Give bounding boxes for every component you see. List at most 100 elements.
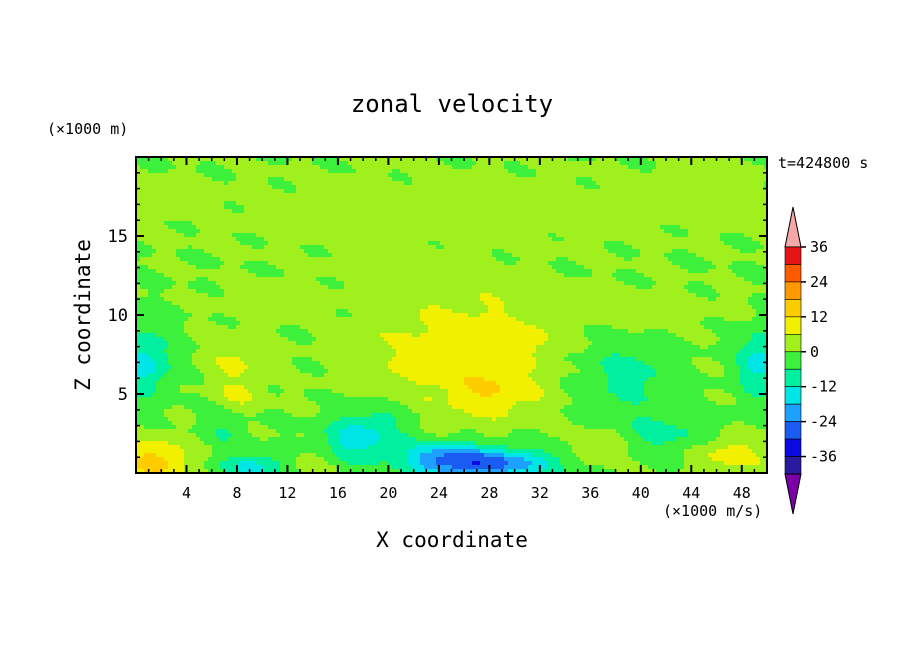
heatmap-cell xyxy=(220,205,225,210)
heatmap-cell xyxy=(740,229,745,234)
heatmap-cell xyxy=(296,241,301,246)
heatmap-cell xyxy=(316,181,321,186)
heatmap-cell xyxy=(276,193,281,198)
heatmap-cell xyxy=(260,241,265,246)
heatmap-cell xyxy=(684,189,689,194)
heatmap-cell xyxy=(416,169,421,174)
heatmap-cell xyxy=(240,205,245,210)
heatmap-cell xyxy=(568,197,573,202)
heatmap-cell xyxy=(216,181,221,186)
heatmap-cell xyxy=(424,193,429,198)
heatmap-cell xyxy=(620,169,625,174)
heatmap-cell xyxy=(680,157,685,162)
heatmap-cell xyxy=(600,189,605,194)
heatmap-cell xyxy=(248,281,253,286)
heatmap-cell xyxy=(308,197,313,202)
heatmap-cell xyxy=(256,273,261,278)
heatmap-cell xyxy=(352,253,357,258)
heatmap-cell xyxy=(652,277,657,282)
heatmap-cell xyxy=(488,277,493,282)
heatmap-cell xyxy=(484,201,489,206)
heatmap-cell xyxy=(372,157,377,162)
heatmap-cell xyxy=(720,185,725,190)
heatmap-cell xyxy=(404,237,409,242)
heatmap-cell xyxy=(312,217,317,222)
heatmap-cell xyxy=(392,161,397,166)
heatmap-cell xyxy=(248,277,253,282)
heatmap-cell xyxy=(284,253,289,258)
heatmap-cell xyxy=(208,201,213,206)
heatmap-cell xyxy=(276,229,281,234)
heatmap-cell xyxy=(160,209,165,214)
heatmap-cell xyxy=(740,269,745,274)
heatmap-cell xyxy=(476,161,481,166)
heatmap-cell xyxy=(384,165,389,170)
heatmap-cell xyxy=(432,249,437,254)
heatmap-cell xyxy=(524,201,529,206)
heatmap-cell xyxy=(752,205,757,210)
heatmap-cell xyxy=(496,209,501,214)
heatmap-cell xyxy=(264,209,269,214)
heatmap-cell xyxy=(424,181,429,186)
heatmap-cell xyxy=(568,205,573,210)
heatmap-cell xyxy=(184,225,189,230)
heatmap-cell xyxy=(444,181,449,186)
heatmap-cell xyxy=(724,181,729,186)
heatmap-cell xyxy=(744,241,749,246)
heatmap-cell xyxy=(320,237,325,242)
heatmap-cell xyxy=(192,257,197,262)
heatmap-cell xyxy=(656,269,661,274)
heatmap-cell xyxy=(628,209,633,214)
heatmap-cell xyxy=(764,161,768,166)
heatmap-cell xyxy=(484,229,489,234)
heatmap-cell xyxy=(232,265,237,270)
heatmap-cell xyxy=(312,233,317,238)
heatmap-cell xyxy=(568,233,573,238)
heatmap-cell xyxy=(180,169,185,174)
heatmap-cell xyxy=(528,173,533,178)
heatmap-cell xyxy=(636,213,641,218)
heatmap-cell xyxy=(420,237,425,242)
heatmap-cell xyxy=(476,169,481,174)
heatmap-cell xyxy=(708,209,713,214)
heatmap-cell xyxy=(480,249,485,254)
heatmap-cell xyxy=(388,277,393,282)
heatmap-cell xyxy=(400,249,405,254)
heatmap-cell xyxy=(180,253,185,258)
heatmap-cell xyxy=(300,201,305,206)
heatmap-cell xyxy=(672,161,677,166)
heatmap-cell xyxy=(552,205,557,210)
heatmap-cell xyxy=(736,157,741,162)
heatmap-cell xyxy=(180,173,185,178)
heatmap-cell xyxy=(464,257,469,262)
heatmap-cell xyxy=(308,213,313,218)
heatmap-cell xyxy=(372,217,377,222)
heatmap-cell xyxy=(360,157,365,162)
heatmap-cell xyxy=(308,201,313,206)
heatmap-cell xyxy=(508,217,513,222)
heatmap-cell xyxy=(336,233,341,238)
heatmap-cell xyxy=(412,177,417,182)
heatmap-cell xyxy=(324,173,329,178)
heatmap-cell xyxy=(208,161,213,166)
heatmap-cell xyxy=(568,157,573,162)
heatmap-cell xyxy=(160,229,165,234)
heatmap-cell xyxy=(712,205,717,210)
heatmap-cell xyxy=(740,221,745,226)
heatmap-cell xyxy=(532,205,537,210)
heatmap-cell xyxy=(372,237,377,242)
heatmap-cell xyxy=(280,217,285,222)
heatmap-cell xyxy=(272,245,277,250)
heatmap-cell xyxy=(524,249,529,254)
heatmap-cell xyxy=(212,257,217,262)
heatmap-cell xyxy=(324,273,329,278)
heatmap-cell xyxy=(252,245,257,250)
heatmap-cell xyxy=(748,173,753,178)
heatmap-cell xyxy=(620,253,625,258)
heatmap-cell xyxy=(336,217,341,222)
heatmap-cell xyxy=(212,277,217,282)
heatmap-cell xyxy=(348,173,353,178)
heatmap-cell xyxy=(172,205,177,210)
heatmap-cell xyxy=(212,181,217,186)
heatmap-cell xyxy=(460,221,465,226)
